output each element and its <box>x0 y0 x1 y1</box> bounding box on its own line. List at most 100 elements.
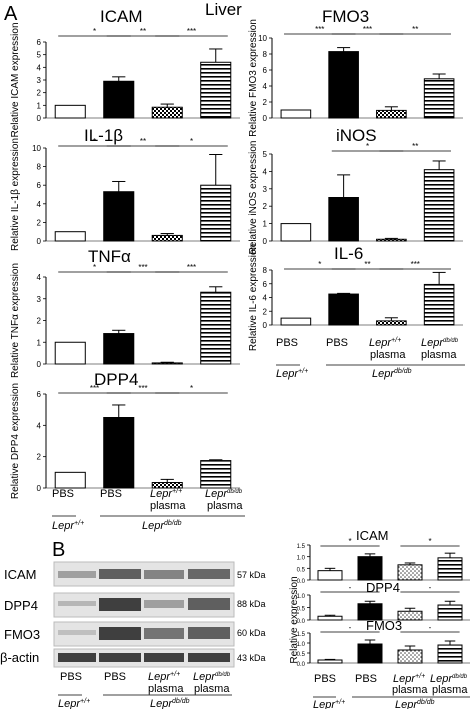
y-tick-label-il1b: 4 <box>37 200 42 209</box>
bar-tnfa-1 <box>103 333 135 365</box>
blot-group-db: Leprdb/db <box>150 698 190 709</box>
y-tick-label-wb_fmo3: 0.5 <box>297 652 306 658</box>
sig-mark-il6-2: *** <box>411 260 420 269</box>
y-label-fmo3: Relative FMO3 expression <box>248 19 259 137</box>
y-tick-label-inos: 0 <box>263 237 268 246</box>
y-tick-label-wb_dpp4: 1.0 <box>297 594 306 600</box>
kda-dpp4: 88 kDa <box>237 599 266 609</box>
x-labels-left: PBS PBS Lepr+/+ plasma Leprdb/db plasma … <box>52 488 245 532</box>
y-tick-label-wb_dpp4: 0.0 <box>297 619 306 625</box>
sig-mark-tnfa-1: *** <box>138 263 147 272</box>
x-label-plasma-wt: plasma <box>370 349 406 361</box>
y-tick-label-fmo3: 2 <box>263 98 268 107</box>
sig-mark-icam-2: *** <box>187 27 196 36</box>
bar-wb_icam-0 <box>317 570 343 581</box>
chart-title-icam: ICAM <box>100 7 143 26</box>
y-tick-label-il1b: 10 <box>32 144 41 153</box>
x-label-lepr-wt: Lepr+/+ <box>369 337 401 349</box>
bar-inos-0 <box>280 223 312 242</box>
sig-mark-wb_fmo3-1: - <box>429 623 432 632</box>
blot-x-plasma-wt: plasma <box>148 683 184 695</box>
bar-il6-3 <box>423 283 455 326</box>
x-label-plasma-db-l: plasma <box>207 500 243 512</box>
sig-mark-il1b-2: * <box>190 137 193 146</box>
y-tick-label-inos: 1 <box>263 220 268 229</box>
bar-wb_icam-2 <box>397 564 423 581</box>
y-tick-label-il6: 0 <box>263 321 268 330</box>
bar-wb_fmo3-2 <box>397 649 423 664</box>
y-tick-label-il6: 2 <box>263 307 268 316</box>
y-tick-label-icam: 0 <box>37 114 42 123</box>
x-label-pbs-wt-l: PBS <box>52 488 74 500</box>
b-x-lepr-db: Leprdb/db <box>430 673 468 685</box>
chart-title-il6: IL-6 <box>334 244 363 263</box>
bar-inos-3 <box>423 169 455 242</box>
b-group-wt: Lepr+/+ <box>313 699 345 709</box>
blot-x-pbs-db: PBS <box>104 671 126 683</box>
y-tick-label-tnfa: 1 <box>37 338 42 347</box>
y-tick-label-tnfa: 3 <box>37 295 42 304</box>
blot-label-icam: ICAM <box>4 567 37 582</box>
bar-fmo3-3 <box>423 78 455 119</box>
y-tick-label-fmo3: 10 <box>258 34 267 43</box>
bar-wb_fmo3-0 <box>317 659 343 664</box>
bar-fmo3-0 <box>280 109 312 119</box>
bar-il1b-2 <box>151 234 183 242</box>
b-x-plasma-db: plasma <box>432 684 468 696</box>
y-tick-label-tnfa: 4 <box>37 273 42 282</box>
sig-mark-fmo3-2: ** <box>412 25 418 34</box>
tissue-title: Liver <box>205 0 242 19</box>
y-tick-label-fmo3: 6 <box>263 66 268 75</box>
bar-fmo3-1 <box>328 51 359 119</box>
bar-icam-0 <box>54 104 86 119</box>
sig-mark-dpp4-1: *** <box>138 384 147 393</box>
group-wt: Lepr+/+ <box>276 368 308 380</box>
group-db: Leprdb/db <box>372 368 412 380</box>
y-tick-label-dpp4: 6 <box>37 390 42 399</box>
sig-mark-inos-1: ** <box>412 142 418 151</box>
b-x-pbs-db: PBS <box>355 673 377 685</box>
kda-actin: 43 kDa <box>237 653 266 663</box>
y-tick-label-fmo3: 4 <box>263 82 268 91</box>
bar-wb_fmo3-3 <box>437 644 463 664</box>
sig-mark-wb_dpp4-1: - <box>429 583 432 592</box>
bar-il6-2 <box>376 320 407 326</box>
bar-il1b-0 <box>54 231 86 242</box>
y-tick-label-fmo3: 8 <box>263 50 268 59</box>
bar-icam-1 <box>103 80 135 119</box>
y-tick-label-wb_icam: 1.5 <box>297 544 306 550</box>
y-tick-label-inos: 4 <box>263 167 268 176</box>
kda-fmo3: 60 kDa <box>237 628 266 638</box>
blot-x-lepr-db: Leprdb/db <box>193 671 231 683</box>
blot-x-pbs-wt: PBS <box>60 671 82 683</box>
b-x-pbs-wt: PBS <box>314 673 336 685</box>
bar-wb_dpp4-0 <box>317 615 343 621</box>
bar-il6-1 <box>328 293 359 326</box>
y-label-il1b: Relative IL-1β expression <box>10 138 21 251</box>
x-label-pbs-db: PBS <box>326 337 348 349</box>
sig-mark-icam-0: * <box>93 27 96 36</box>
bar-dpp4-0 <box>54 471 86 489</box>
x-label-plasma-wt-l: plasma <box>150 500 186 512</box>
y-tick-label-wb_fmo3: 1.5 <box>297 632 306 638</box>
blot-x-plasma-db: plasma <box>194 683 230 695</box>
bar-tnfa-2 <box>151 362 183 365</box>
y-tick-label-wb_fmo3: 0.0 <box>297 662 306 668</box>
bar-il1b-3 <box>200 184 232 242</box>
y-tick-label-fmo3: 0 <box>263 114 268 123</box>
y-label-dpp4: Relative DPP4 expression <box>10 383 21 499</box>
bar-il6-0 <box>280 317 312 326</box>
chart-title-wb_icam: ICAM <box>356 528 389 543</box>
sig-mark-il1b-0: * <box>93 137 96 146</box>
y-tick-label-il6: 6 <box>263 280 268 289</box>
x-label-plasma-db: plasma <box>421 349 457 361</box>
sig-mark-wb_dpp4-0: - <box>349 583 352 592</box>
blot-x-lepr-wt: Lepr+/+ <box>148 671 180 683</box>
sig-mark-il6-0: * <box>318 260 321 269</box>
